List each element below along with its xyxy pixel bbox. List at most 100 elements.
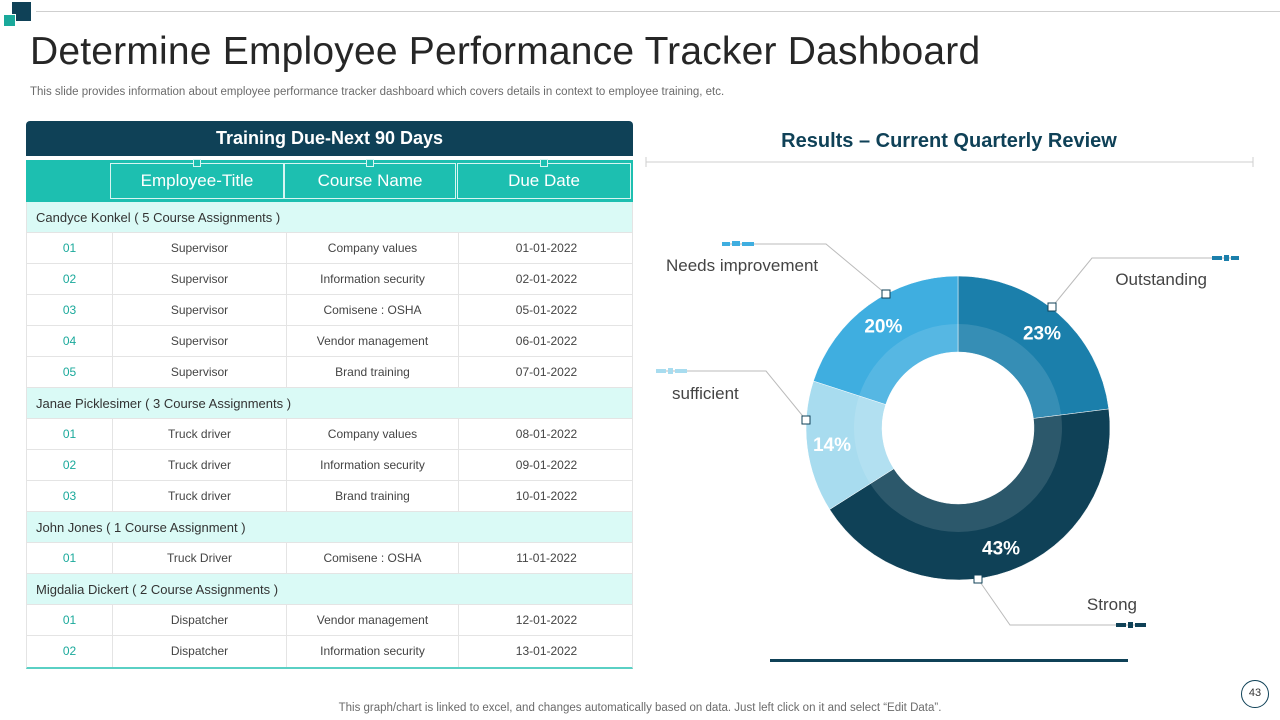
row-number: 01 bbox=[62, 551, 77, 565]
legend-label: sufficient bbox=[672, 384, 739, 403]
legend-dash bbox=[668, 368, 673, 374]
due-date-cell: 06-01-2022 bbox=[458, 326, 634, 357]
leader-line bbox=[1051, 257, 1238, 308]
legend-dash bbox=[1116, 623, 1126, 627]
logo-square-teal bbox=[3, 14, 16, 27]
callout-needs-improvement: Needs improvement bbox=[666, 241, 891, 299]
callout-sufficient: sufficient bbox=[656, 368, 811, 425]
row-number: 01 bbox=[62, 241, 77, 255]
table-title: Training Due-Next 90 Days bbox=[26, 121, 633, 156]
due-date-cell: 09-01-2022 bbox=[458, 450, 634, 481]
inner-ring-strong bbox=[870, 414, 1062, 533]
due-date-cell: 01-01-2022 bbox=[458, 233, 634, 264]
legend-label: Needs improvement bbox=[666, 256, 818, 275]
employee-title-cell: Truck Driver bbox=[112, 543, 286, 574]
page-number-badge: 43 bbox=[1241, 680, 1269, 708]
logo-square-dark bbox=[12, 2, 31, 21]
group-row: Janae Picklesimer ( 3 Course Assignments… bbox=[27, 388, 632, 419]
column-header-due-date: Due Date bbox=[457, 159, 631, 199]
chart-baseline-bar bbox=[770, 659, 1128, 662]
course-name-cell: Brand training bbox=[286, 481, 458, 512]
table-body: Candyce Konkel ( 5 Course Assignments ) … bbox=[26, 202, 633, 669]
course-name-cell: Comisene : OSHA bbox=[286, 295, 458, 326]
employee-title-cell: Truck driver bbox=[112, 450, 286, 481]
row-number: 02 bbox=[62, 458, 77, 472]
table-row: 03 Truck driver Brand training 10-01-202… bbox=[27, 481, 632, 512]
employee-title-cell: Supervisor bbox=[112, 264, 286, 295]
course-name-cell: Vendor management bbox=[286, 605, 458, 636]
callout-outstanding: Outstanding bbox=[1047, 255, 1239, 312]
legend-dash bbox=[675, 369, 687, 373]
slice-label-needs-improvement: 20% bbox=[864, 316, 902, 337]
due-date-cell: 02-01-2022 bbox=[458, 264, 634, 295]
row-number: 04 bbox=[62, 334, 77, 348]
donut-slice-needs-improvement bbox=[813, 275, 959, 405]
employee-title-cell: Supervisor bbox=[112, 326, 286, 357]
header-connector-dot bbox=[366, 159, 374, 167]
legend-dash bbox=[656, 369, 666, 373]
column-header-label: Due Date bbox=[508, 171, 580, 190]
donut-slices bbox=[805, 275, 1111, 581]
due-date-cell: 12-01-2022 bbox=[458, 605, 634, 636]
percent-labels: 23% 43% 14% 20% bbox=[813, 316, 1061, 559]
course-name-cell: Information security bbox=[286, 264, 458, 295]
column-header-row: Employee-Title Course Name Due Date bbox=[26, 159, 633, 202]
column-header-course-name: Course Name bbox=[284, 159, 456, 199]
group-row: John Jones ( 1 Course Assignment ) bbox=[27, 512, 632, 543]
training-table: Training Due-Next 90 Days Employee-Title… bbox=[26, 121, 633, 669]
due-date-cell: 08-01-2022 bbox=[458, 419, 634, 450]
header-divider bbox=[36, 11, 1280, 12]
row-number: 03 bbox=[62, 489, 77, 503]
leader-line bbox=[977, 578, 1145, 626]
table-row: 02 Dispatcher Information security 13-01… bbox=[27, 636, 632, 667]
employee-title-cell: Truck driver bbox=[112, 481, 286, 512]
callout-strong: Strong bbox=[973, 574, 1146, 628]
anchor-marker bbox=[973, 574, 983, 584]
column-header-label: Employee-Title bbox=[140, 171, 254, 190]
table-row: 01 Truck driver Company values 08-01-202… bbox=[27, 419, 632, 450]
donut-inner-rings bbox=[854, 324, 1062, 533]
legend-dash bbox=[722, 242, 730, 246]
employee-title-cell: Dispatcher bbox=[112, 636, 286, 667]
table-row: 02 Truck driver Information security 09-… bbox=[27, 450, 632, 481]
page-subtitle: This slide provides information about em… bbox=[30, 86, 725, 98]
group-row: Migdalia Dickert ( 2 Course Assignments … bbox=[27, 574, 632, 605]
column-header-label: Course Name bbox=[317, 171, 423, 190]
table-row: 03 Supervisor Comisene : OSHA 05-01-2022 bbox=[27, 295, 632, 326]
legend-dash bbox=[1135, 623, 1146, 627]
row-number: 02 bbox=[62, 644, 77, 658]
legend-dash bbox=[742, 242, 754, 246]
row-number: 03 bbox=[62, 303, 77, 317]
legend-dash bbox=[1224, 255, 1229, 261]
course-name-cell: Information security bbox=[286, 636, 458, 667]
inner-ring-outstanding bbox=[958, 324, 1062, 419]
anchor-marker bbox=[1047, 302, 1057, 312]
column-header-employee-title: Employee-Title bbox=[110, 159, 284, 199]
inner-dashed-ring bbox=[882, 352, 1034, 504]
course-name-cell: Information security bbox=[286, 450, 458, 481]
table-row: 01 Dispatcher Vendor management 12-01-20… bbox=[27, 605, 632, 636]
header-connector-dot bbox=[193, 159, 201, 167]
employee-title-cell: Truck driver bbox=[112, 419, 286, 450]
page-title: Determine Employee Performance Tracker D… bbox=[30, 30, 981, 73]
table-row: 04 Supervisor Vendor management 06-01-20… bbox=[27, 326, 632, 357]
due-date-cell: 13-01-2022 bbox=[458, 636, 634, 667]
due-date-cell: 07-01-2022 bbox=[458, 357, 634, 388]
employee-title-cell: Supervisor bbox=[112, 233, 286, 264]
employee-title-cell: Dispatcher bbox=[112, 605, 286, 636]
inner-ring-needs-improvement bbox=[859, 324, 958, 405]
legend-dash bbox=[1128, 622, 1133, 628]
due-date-cell: 11-01-2022 bbox=[458, 543, 634, 574]
donut-slice-outstanding bbox=[957, 275, 1110, 419]
header-connector-dot bbox=[540, 159, 548, 167]
slice-label-outstanding: 23% bbox=[1023, 324, 1061, 345]
anchor-marker bbox=[881, 289, 891, 299]
footer-note: This graph/chart is linked to excel, and… bbox=[338, 702, 942, 714]
employee-title-cell: Supervisor bbox=[112, 295, 286, 326]
course-name-cell: Company values bbox=[286, 419, 458, 450]
course-name-cell: Comisene : OSHA bbox=[286, 543, 458, 574]
legend-dash bbox=[1231, 256, 1239, 260]
legend-dash bbox=[1212, 256, 1222, 260]
course-name-cell: Brand training bbox=[286, 357, 458, 388]
donut-chart: 23% 43% 14% 20% Needs improvement Outstandi… bbox=[645, 157, 1254, 662]
